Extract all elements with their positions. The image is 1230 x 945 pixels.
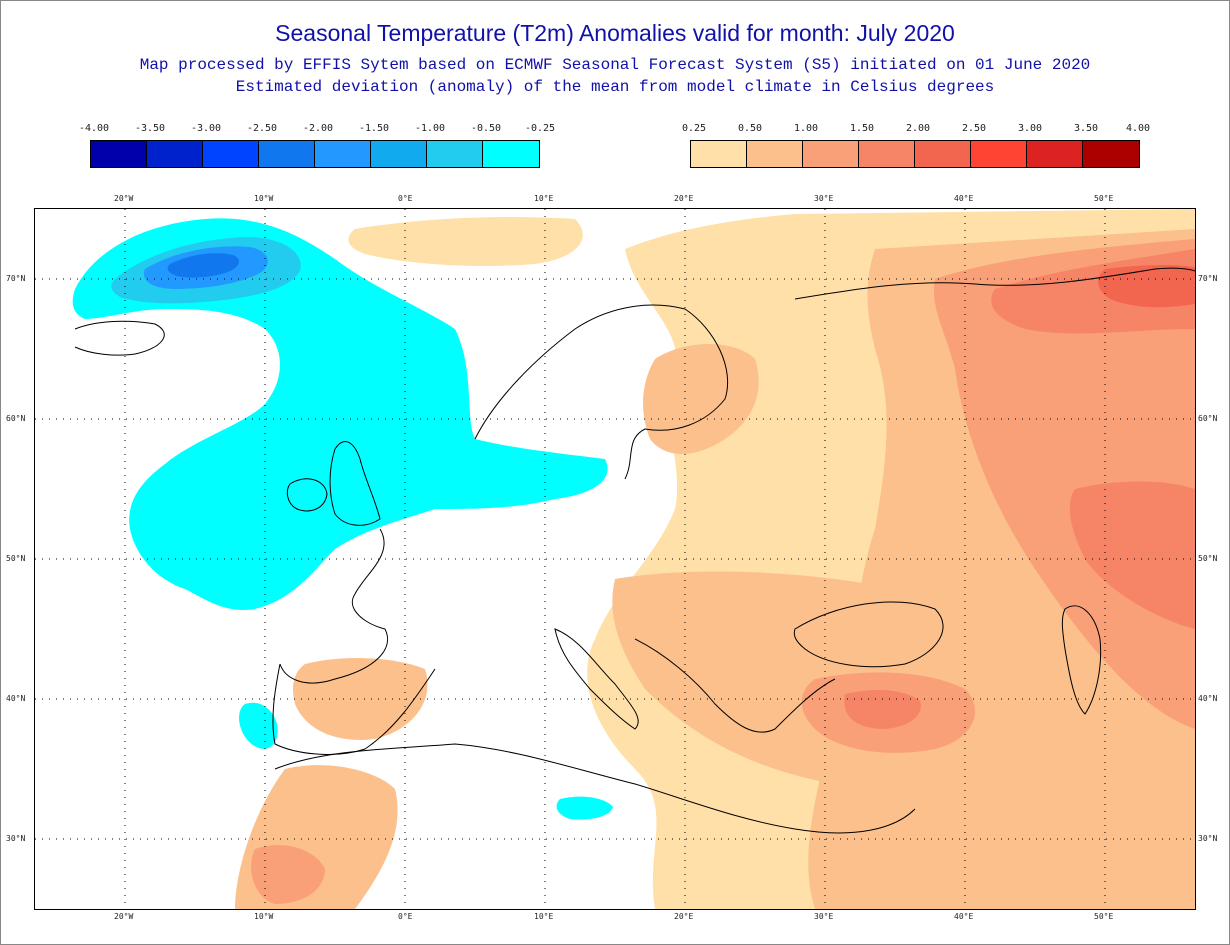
lon-label: 10°E xyxy=(534,194,554,203)
cold-legend-swatch xyxy=(371,141,427,167)
warm-legend-swatch xyxy=(859,141,915,167)
cold-legend-swatch xyxy=(427,141,483,167)
map-title: Seasonal Temperature (T2m) Anomalies val… xyxy=(275,20,955,46)
warm-legend-label: 2.00 xyxy=(905,123,931,134)
coastline-ireland xyxy=(286,478,328,512)
cold-anomaly-region-mediterranean xyxy=(556,796,613,820)
lat-label: 40°N xyxy=(6,694,26,703)
lon-label: 10°E xyxy=(534,912,554,921)
cold-legend-swatch xyxy=(147,141,203,167)
lat-label: 60°N xyxy=(6,414,26,423)
map-subtitle-units: Estimated deviation (anomaly) of the mea… xyxy=(235,78,995,96)
warm-anomaly-region-northeast-peak xyxy=(1098,264,1195,308)
lon-label: 0°E xyxy=(398,912,413,921)
cold-legend-swatch xyxy=(483,141,539,167)
lon-label: 0°E xyxy=(398,194,413,203)
warm-legend-label: 4.00 xyxy=(1125,123,1151,134)
warm-legend-swatch xyxy=(915,141,971,167)
lon-label: 10°W xyxy=(254,194,274,203)
warm-legend-label: 1.50 xyxy=(849,123,875,134)
coastline-western-europe xyxy=(279,528,388,684)
cold-legend-label: -0.25 xyxy=(524,123,556,134)
warm-anomaly-region-caspian xyxy=(1069,481,1195,629)
warm-legend-label: 3.00 xyxy=(1017,123,1043,134)
coastline-scandinavia xyxy=(474,304,729,480)
coastline-balkans xyxy=(634,638,836,733)
cold-legend-label: -2.00 xyxy=(302,123,334,134)
warm-anomaly-region-anatolia-peak xyxy=(844,689,921,729)
lon-label: 20°E xyxy=(674,194,694,203)
lat-label: 70°N xyxy=(1198,274,1218,283)
coastline-caspian xyxy=(1061,605,1102,715)
lat-label: 60°N xyxy=(1198,414,1218,423)
lat-label: 30°N xyxy=(6,834,26,843)
cold-legend-label: -1.50 xyxy=(358,123,390,134)
lat-label: 30°N xyxy=(1198,834,1218,843)
bottom-longitude-ticks: 20°W 10°W 0°E 10°E 20°E 30°E 40°E 50°E xyxy=(0,912,1230,924)
lon-label: 10°W xyxy=(254,912,274,921)
warm-legend-swatch xyxy=(1083,141,1139,167)
left-latitude-ticks: 70°N 60°N 50°N 40°N 30°N xyxy=(6,0,34,945)
warm-legend-label: 3.50 xyxy=(1073,123,1099,134)
cold-legend-swatch xyxy=(259,141,315,167)
warm-legend-label: 2.50 xyxy=(961,123,987,134)
top-longitude-ticks: 20°W 10°W 0°E 10°E 20°E 30°E 40°E 50°E xyxy=(0,194,1230,206)
lon-label: 40°E xyxy=(954,912,974,921)
coastline-iceland xyxy=(74,320,165,356)
warm-anomaly-region-north-atlantic-strip xyxy=(348,217,583,266)
lat-label: 50°N xyxy=(1198,554,1218,563)
coastline-great-britain xyxy=(329,441,381,526)
cold-legend-label: -1.00 xyxy=(414,123,446,134)
cold-legend-swatch xyxy=(203,141,259,167)
cold-anomaly-region-iberia-west xyxy=(239,702,278,749)
cold-legend-label: -2.50 xyxy=(246,123,278,134)
warm-legend-swatch xyxy=(803,141,859,167)
lon-label: 40°E xyxy=(954,194,974,203)
right-latitude-ticks: 70°N 60°N 50°N 40°N 30°N xyxy=(1198,0,1228,945)
lon-label: 20°E xyxy=(674,912,694,921)
lat-label: 70°N xyxy=(6,274,26,283)
warm-legend-swatch xyxy=(691,141,747,167)
coastline-italy xyxy=(554,628,639,730)
coastline-black-sea xyxy=(793,601,944,668)
anomaly-map-svg xyxy=(35,209,1195,909)
cold-legend-label: -0.50 xyxy=(470,123,502,134)
cold-legend-label: -4.00 xyxy=(78,123,110,134)
lon-label: 30°E xyxy=(814,194,834,203)
cold-anomaly-region-atlantic[interactable] xyxy=(72,218,608,610)
warm-anomaly-region-east-3 xyxy=(934,239,1195,729)
cold-legend-label: -3.00 xyxy=(190,123,222,134)
lat-label: 40°N xyxy=(1198,694,1218,703)
anomaly-map[interactable] xyxy=(34,208,1196,910)
cold-legend-swatch xyxy=(315,141,371,167)
coastline-north-africa xyxy=(274,743,916,834)
lon-label: 50°E xyxy=(1094,194,1114,203)
coastline-iberia xyxy=(272,663,436,755)
coastline-russia-north xyxy=(794,267,1195,300)
warm-legend-label: 1.00 xyxy=(793,123,819,134)
warm-legend-swatch xyxy=(971,141,1027,167)
warm-legend-swatch xyxy=(1027,141,1083,167)
lon-label: 20°W xyxy=(114,194,134,203)
warm-legend-swatch xyxy=(747,141,803,167)
cold-anomaly-region-atlantic-peak xyxy=(167,253,240,278)
warm-anomaly-region-iberia xyxy=(293,657,428,740)
lon-label: 20°W xyxy=(114,912,134,921)
cold-legend-swatch xyxy=(91,141,147,167)
graticule xyxy=(35,209,1195,909)
warm-legend-label: 0.50 xyxy=(737,123,763,134)
warm-colorbar xyxy=(690,140,1140,168)
lon-label: 50°E xyxy=(1094,912,1114,921)
warm-anomaly-region-scandinavia xyxy=(643,344,759,454)
lat-label: 50°N xyxy=(6,554,26,563)
map-subtitle-processing: Map processed by EFFIS Sytem based on EC… xyxy=(139,56,1091,74)
coastlines xyxy=(74,267,1195,834)
warm-legend-label: 0.25 xyxy=(681,123,707,134)
cold-legend-label: -3.50 xyxy=(134,123,166,134)
warm-anomaly-region-sahara xyxy=(251,845,325,904)
cold-colorbar xyxy=(90,140,540,168)
lon-label: 30°E xyxy=(814,912,834,921)
